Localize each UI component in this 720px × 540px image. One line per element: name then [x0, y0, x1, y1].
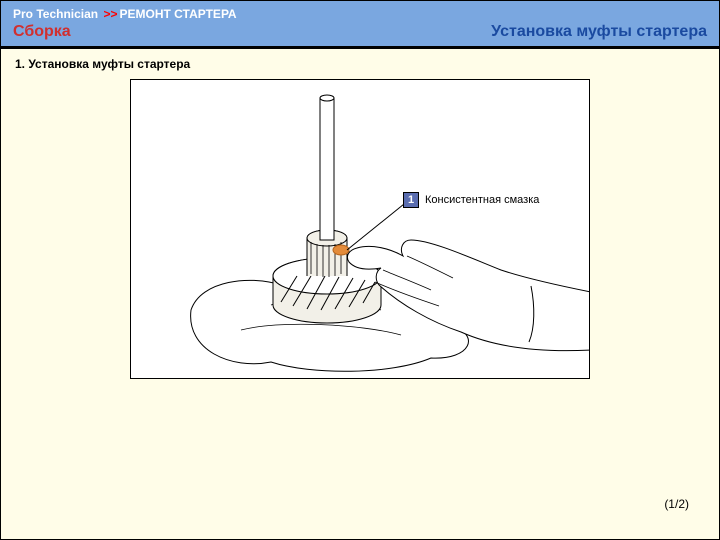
- header: Pro Technician >>РЕМОНТ СТАРТЕРА Сборка …: [1, 1, 719, 49]
- figure: 1 Консистентная смазка: [130, 79, 590, 379]
- page-number: (1/2): [664, 497, 689, 511]
- legend-marker: 1: [403, 192, 419, 208]
- breadcrumb-prefix: Pro Technician: [13, 7, 101, 21]
- page: Pro Technician >>РЕМОНТ СТАРТЕРА Сборка …: [0, 0, 720, 540]
- step-title: 1. Установка муфты стартера: [15, 57, 705, 71]
- legend: 1 Консистентная смазка: [403, 192, 539, 208]
- content-area: 1. Установка муфты стартера: [1, 49, 719, 539]
- diagram-svg: [131, 80, 590, 379]
- legend-label: Консистентная смазка: [425, 194, 539, 206]
- subheader-right: Установка муфты стартера: [491, 23, 707, 41]
- subheader: Сборка Установка муфты стартера: [13, 23, 707, 41]
- breadcrumb-section: РЕМОНТ СТАРТЕРА: [119, 7, 236, 21]
- breadcrumb: Pro Technician >>РЕМОНТ СТАРТЕРА: [13, 7, 707, 21]
- subheader-left: Сборка: [13, 23, 71, 41]
- breadcrumb-sep: >>: [101, 7, 119, 21]
